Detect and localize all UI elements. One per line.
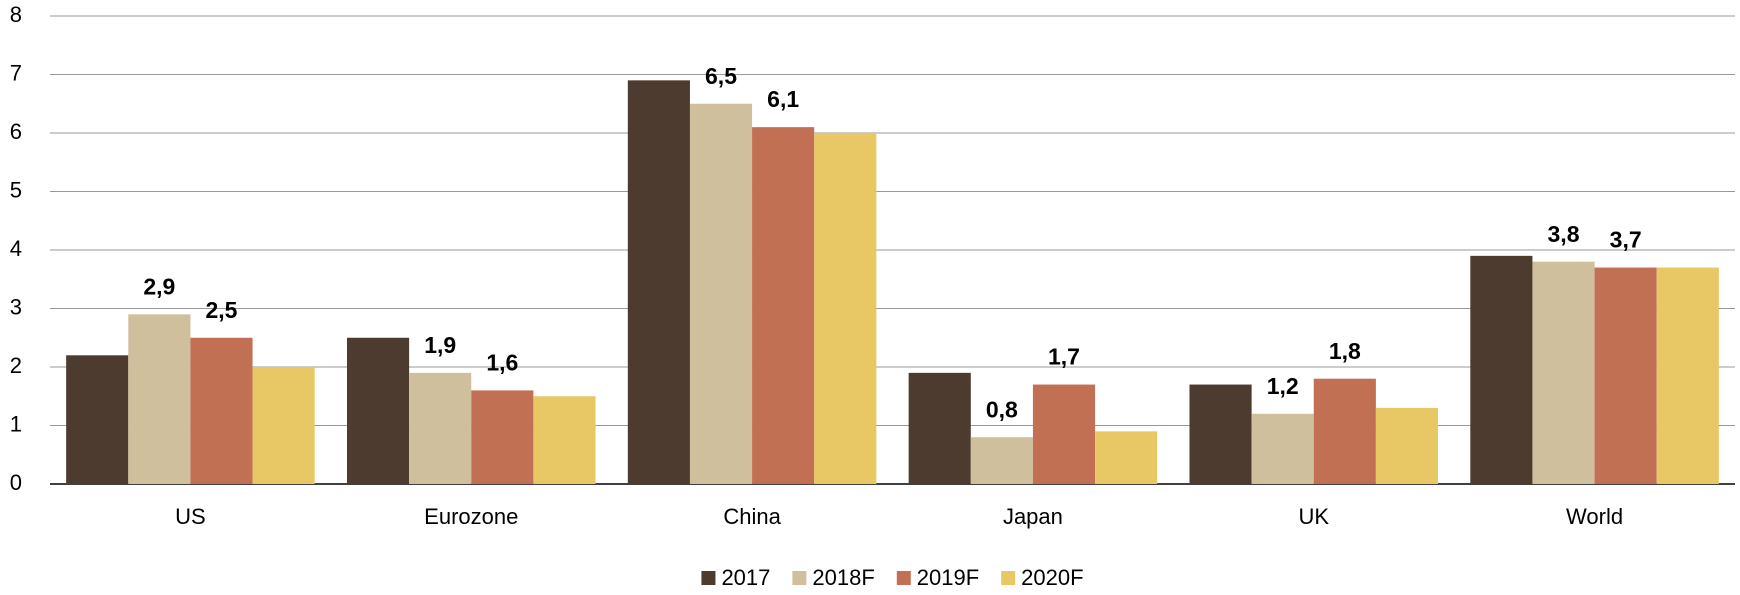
bar [190,337,253,484]
bar [471,390,534,484]
legend-swatch [896,571,911,585]
data-label: 1,7 [1048,344,1080,370]
x-tick-label: UK [1298,504,1329,529]
data-label: 3,7 [1610,227,1642,253]
bar [752,127,815,485]
y-tick-label: 6 [10,119,22,144]
data-label: 1,8 [1329,338,1361,364]
data-label: 1,2 [1267,373,1299,399]
legend-label: 2017 [721,565,770,590]
data-label: 2,9 [143,273,175,299]
x-tick-label: World [1566,504,1623,529]
bar [409,372,472,484]
bar [627,80,690,484]
bar [346,337,410,484]
bar [1375,407,1439,484]
data-label: 2,5 [205,297,237,323]
y-tick-label: 5 [10,177,22,202]
x-tick-label: China [723,504,781,529]
data-label: 3,8 [1548,221,1580,247]
y-tick-label: 8 [10,2,22,27]
y-tick-label: 7 [10,60,22,85]
bar [1594,267,1657,484]
y-tick-label: 3 [10,294,22,319]
bar [128,314,191,484]
bar [970,437,1033,484]
legend-label: 2020F [1021,565,1083,590]
bar [1656,267,1719,484]
y-tick-label: 4 [10,236,22,261]
bar [1095,431,1158,484]
x-tick-label: Japan [1003,504,1063,529]
bar [533,396,596,484]
legend-swatch [792,571,807,585]
y-tick-label: 0 [10,470,22,495]
bar [1470,255,1533,484]
bar [689,103,753,484]
data-label: 6,5 [705,63,737,89]
legend-label: 2019F [917,565,979,590]
bar [1532,261,1595,484]
data-label: 1,9 [424,332,456,358]
legend-swatch [701,571,716,585]
bar [1032,384,1096,484]
legend-swatch [1001,571,1016,585]
bar [252,367,315,484]
x-tick-label: Eurozone [424,504,518,529]
x-tick-label: US [175,504,206,529]
bar [1189,384,1252,484]
bar [814,133,877,484]
y-tick-label: 1 [10,411,22,436]
bar [1251,413,1314,484]
y-tick-label: 2 [10,353,22,378]
data-label: 1,6 [486,349,518,375]
legend-label: 2018F [812,565,874,590]
bar [1313,378,1376,484]
bar [66,355,129,484]
data-label: 0,8 [986,396,1018,422]
data-label: 6,1 [767,86,799,112]
bar [908,372,971,484]
